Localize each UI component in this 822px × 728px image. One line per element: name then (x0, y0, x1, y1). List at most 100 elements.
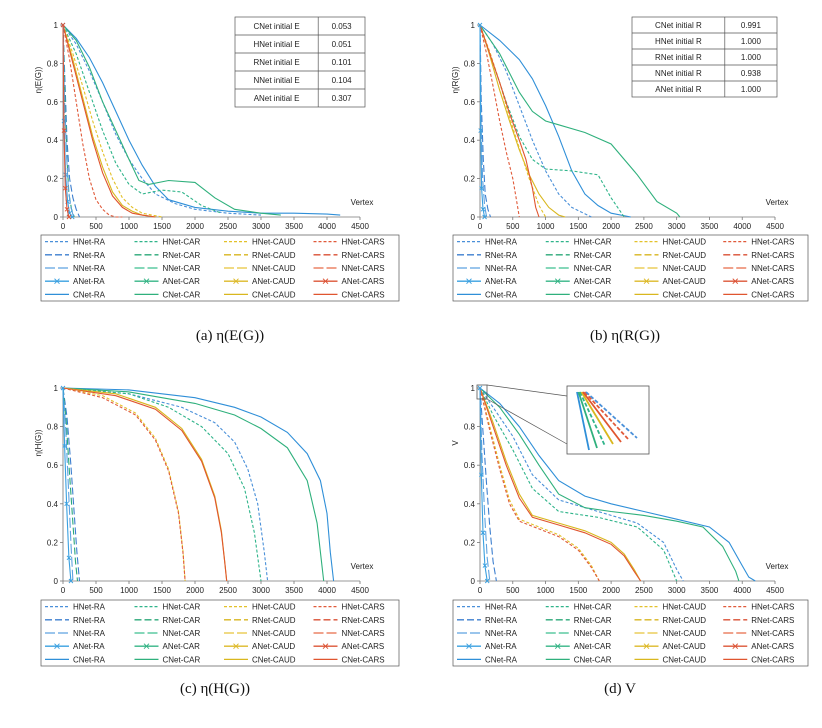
series-line-cnet-car (479, 387, 740, 582)
series-line-cnet-caud (62, 387, 228, 582)
series-line-nnet-ra (479, 24, 488, 218)
legend-label: HNet-CARS (342, 238, 385, 247)
x-tick-label: 500 (89, 586, 103, 595)
zoom-source-box (476, 384, 488, 400)
info-table-value: 0.053 (332, 22, 353, 31)
legend-frame (452, 234, 809, 302)
legend-label: RNet-CAUD (252, 616, 296, 625)
info-table-value: 1.000 (741, 85, 762, 94)
legend-label: NNet-CAR (574, 629, 612, 638)
legend-label: HNet-RA (485, 238, 518, 247)
panel-c: 0 0.2 0.4 0.6 0.8 1 0 500 1000 1500 2000 2500 3000 35… (34, 384, 400, 697)
series-marker (62, 185, 68, 191)
legend-label: ANet-CARS (342, 642, 385, 651)
series-line-hnet-caud (479, 24, 547, 218)
legend-label: RNet-RA (73, 251, 106, 260)
series-line-hnet-car (62, 24, 222, 214)
legend-label: NNet-CAR (574, 264, 612, 273)
zoom-connector (486, 398, 568, 445)
x-tick-label: 500 (506, 222, 520, 231)
x-tick-label: 3000 (668, 222, 686, 231)
series-line-cnet-cars (62, 387, 228, 582)
x-tick-label: 3000 (252, 222, 270, 231)
panel-a: 0 0.2 0.4 0.6 0.8 1 0 500 1000 1500 2000 2500 3000 35… (34, 16, 400, 344)
legend-label: NNet-RA (73, 629, 106, 638)
panel-caption: (d) V (604, 681, 636, 697)
x-tick-label: 0 (61, 586, 66, 595)
legend-marker (322, 643, 329, 650)
legend-label: CNet-CAR (574, 655, 612, 664)
legend-marker (643, 643, 650, 650)
series-marker (64, 501, 69, 507)
legend-label: NNet-CARS (342, 264, 385, 273)
panel-caption: (c) η(H(G)) (180, 681, 250, 697)
x-tick-label: 4000 (318, 586, 336, 595)
legend: HNet-RA HNet-CAR HNet-CAUD HNet-CARS RNet-RA… (452, 234, 809, 302)
x-tick-label: 3000 (668, 586, 686, 595)
legend-label: NNet-CAUD (252, 264, 296, 273)
y-tick-label: 0.8 (47, 59, 59, 68)
x-tick-label: 4500 (351, 222, 369, 231)
series-line-cnet-ra (62, 387, 335, 582)
series-marker (478, 472, 484, 478)
x-tick-label: 2500 (219, 222, 237, 231)
panel-caption: (b) η(R(G)) (590, 328, 660, 344)
legend-label: ANet-CARS (751, 277, 794, 286)
legend-frame (40, 599, 400, 667)
series-line-cnet-car (62, 24, 281, 216)
series-marker (478, 128, 483, 133)
x-tick-label: 1500 (153, 586, 171, 595)
series-line-hnet-caud (62, 24, 163, 218)
legend-label: CNet-CAUD (252, 655, 296, 664)
legend-label: ANet-CAR (574, 642, 612, 651)
y-tick-label: 0.2 (464, 538, 476, 547)
series-line-hnet-cars (479, 24, 520, 218)
panel-d: 0 0.2 0.4 0.6 0.8 1 0 500 1000 1500 2000 2500 3000 35… (451, 384, 809, 697)
legend-marker (143, 278, 150, 285)
legend-label: CNet-RA (73, 655, 106, 664)
legend-label: HNet-CAR (163, 238, 201, 247)
zoom-line (582, 391, 622, 443)
series-marker (66, 555, 72, 561)
legend-marker (143, 643, 150, 650)
y-tick-label: 0 (54, 577, 59, 586)
series-line-cnet-ra (62, 24, 341, 216)
info-table-label: ANet initial R (655, 85, 701, 94)
x-tick-label: 3500 (285, 586, 303, 595)
zoom-line (579, 391, 606, 447)
legend-marker (54, 278, 60, 285)
y-axis-label: η(E(G)) (34, 66, 43, 93)
info-table-label: HNet initial E (253, 40, 299, 49)
legend-marker (233, 278, 239, 285)
legend: HNet-RA HNet-CAR HNet-CAUD HNet-CARS RNet-RA… (40, 599, 400, 667)
series-line-cnet-cars (479, 387, 642, 582)
series-line-cnet-caud (479, 24, 566, 218)
x-tick-label: 3500 (701, 222, 719, 231)
x-tick-label: 1500 (569, 222, 587, 231)
legend-label: CNet-CARS (342, 655, 385, 664)
info-table-value: 0.938 (741, 69, 762, 78)
x-tick-label: 1500 (569, 586, 587, 595)
y-tick-label: 1 (54, 384, 59, 393)
y-axis-label: η(R(G)) (451, 66, 460, 93)
legend-label: ANet-RA (73, 642, 105, 651)
info-table-value: 0.101 (332, 58, 353, 67)
legend-label: HNet-CAR (574, 238, 612, 247)
series-marker (66, 214, 72, 220)
legend-label: HNet-CARS (751, 603, 794, 612)
x-axis-label: Vertex (766, 198, 789, 207)
legend-label: CNet-CAR (163, 290, 201, 299)
x-axis-label: Vertex (766, 562, 789, 571)
y-tick-label: 0.4 (464, 500, 476, 509)
y-tick-label: 0.4 (464, 136, 476, 145)
series-marker (60, 385, 66, 391)
series-marker (61, 128, 67, 133)
legend-label: CNet-RA (73, 290, 106, 299)
series-line-cnet-cars (479, 24, 540, 218)
x-tick-label: 2000 (602, 222, 620, 231)
y-tick-label: 0 (471, 577, 476, 586)
info-table-value: 1.000 (741, 37, 762, 46)
series-line-nnet-ra (62, 387, 74, 582)
series-marker (68, 578, 74, 584)
